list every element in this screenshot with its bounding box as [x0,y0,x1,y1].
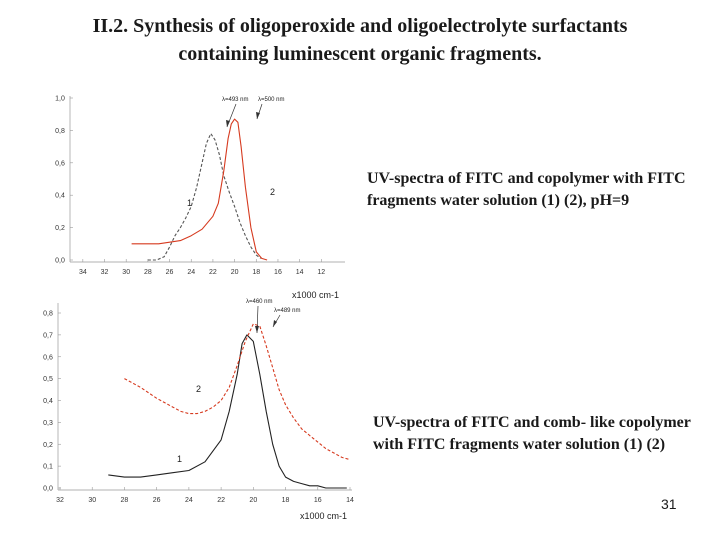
chart-2-x-label: x1000 cm-1 [300,511,347,521]
x-tick-label: 14 [346,497,354,504]
x-tick-label: 34 [79,269,87,276]
y-tick-label: 0,8 [43,311,53,318]
x-tick-label: 22 [217,497,225,504]
chart-1-x-ticks: 34 32 30 28 26 24 22 20 18 16 14 12 [79,259,325,276]
y-tick-label: 0,8 [55,128,65,135]
chart-1-annotation-2: λ=500 nm [258,97,285,103]
chart-1-arrowhead-2 [256,112,260,119]
y-tick-label: 0,0 [43,486,53,493]
x-tick-label: 30 [122,269,130,276]
x-tick-label: 16 [314,497,322,504]
y-tick-label: 0,2 [55,225,65,232]
y-tick-label: 0,4 [55,193,65,200]
y-tick-label: 0,6 [55,160,65,167]
y-tick-label: 1,0 [55,96,65,103]
chart-2-x-ticks: 32 30 28 26 24 22 20 18 16 14 [56,487,354,504]
y-tick-label: 0,5 [43,376,53,383]
chart-1-series [131,118,268,261]
chart-2: 0,00,10,20,30,40,50,60,70,8 32 30 28 26 24 22… [43,299,354,521]
chart-1-annotation-1: λ=493 nm [222,97,249,103]
chart-2-series [108,323,351,489]
y-tick-label: 0,6 [43,354,53,361]
chart-2-series-1-line [108,334,347,489]
chart-2-arrowhead-2 [273,320,277,327]
x-tick-label: 16 [274,269,282,276]
x-tick-label: 14 [296,269,304,276]
page-number: 31 [661,496,677,512]
y-tick-label: 0,0 [55,258,65,265]
x-tick-label: 28 [121,497,129,504]
x-tick-label: 12 [317,269,325,276]
x-tick-label: 22 [209,269,217,276]
slide-title-line2: containing luminescent organic fragments… [178,43,542,65]
slide-title-line1: II.2. Synthesis of oligoperoxide and oli… [92,15,628,37]
y-tick-label: 0,3 [43,420,53,427]
x-tick-label: 32 [56,497,64,504]
x-tick-label: 24 [185,497,193,504]
y-tick-label: 0,4 [43,398,53,405]
chart-1-arrowhead-1 [226,120,230,127]
x-tick-label: 26 [153,497,161,504]
x-tick-label: 28 [144,269,152,276]
x-tick-label: 30 [88,497,96,504]
chart-1-series-2-line [131,118,268,261]
chart-1-x-label: x1000 cm-1 [292,290,339,300]
caption-chart-2: UV-spectra of FITC and comb- like copoly… [373,414,691,453]
x-tick-label: 18 [282,497,290,504]
x-tick-label: 26 [166,269,174,276]
chart-2-arrowhead-1 [255,326,259,333]
chart-2-series-label-2: 2 [196,384,201,394]
x-tick-label: 24 [187,269,195,276]
chart-2-series-2-line [124,323,351,461]
x-tick-label: 18 [252,269,260,276]
slide-title: II.2. Synthesis of oligoperoxide and oli… [0,12,720,68]
chart-1: 0,0 0,2 0,4 0,6 0,8 1,0 34 32 30 28 26 24 22 20 18 16 1… [55,96,345,300]
x-tick-label: 20 [231,269,239,276]
caption-chart-1: UV-spectra of FITC and copolymer with FI… [367,170,686,209]
chart-2-annotation-1: λ=460 nm [246,299,273,305]
y-tick-label: 0,2 [43,442,53,449]
x-tick-label: 20 [249,497,257,504]
chart-1-series-1-line [147,133,261,261]
chart-1-series-label-2: 2 [270,187,275,197]
y-tick-label: 0,1 [43,464,53,471]
chart-1-y-ticks: 0,0 0,2 0,4 0,6 0,8 1,0 [55,96,73,265]
chart-1-series-label-1: 1 [187,198,192,208]
chart-2-series-label-1: 1 [177,454,182,464]
x-tick-label: 32 [101,269,109,276]
chart-2-y-ticks: 0,0 0,1 0,2 0,3 0,4 0,5 0,6 0,7 0,8 [43,311,61,493]
chart-2-annotation-2: λ=489 nm [274,308,301,314]
y-tick-label: 0,7 [43,332,53,339]
